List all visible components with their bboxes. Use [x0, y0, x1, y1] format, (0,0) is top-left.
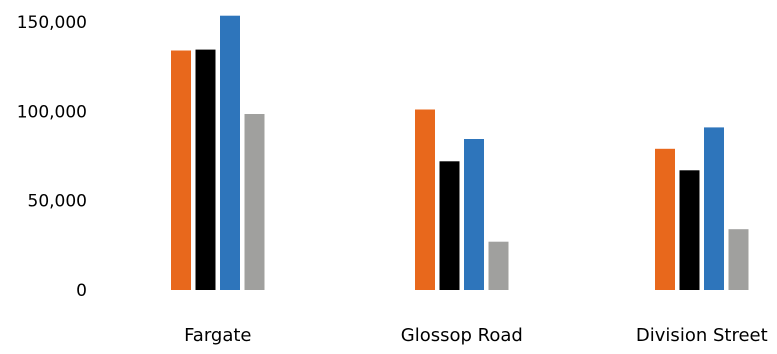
- y-tick-label: 100,000: [17, 102, 87, 122]
- bar-division-street-series-1: [655, 148, 675, 290]
- bar-division-street-series-4: [728, 229, 749, 290]
- bar-glossop-road-series-1: [415, 109, 435, 290]
- y-tick-label: 0: [76, 281, 87, 301]
- x-category-label: Fargate: [184, 325, 251, 346]
- x-category-label: Division Street: [636, 325, 768, 346]
- bar-glossop-road-series-4: [488, 241, 509, 290]
- bar-fargate-series-4: [244, 114, 265, 290]
- bar-fargate-series-1: [171, 50, 191, 290]
- y-tick-label: 150,000: [17, 13, 87, 33]
- x-axis: Fargate Glossop Road Division Street: [184, 325, 768, 346]
- bar-division-street-series-2: [679, 170, 700, 290]
- bar-glossop-road-series-3: [464, 139, 484, 290]
- y-axis: 0 50,000 100,000 150,000: [17, 13, 87, 301]
- bar-fargate-series-3: [220, 15, 240, 290]
- bar-fargate-series-2: [195, 49, 216, 290]
- bar-glossop-road-series-2: [439, 161, 460, 290]
- bars: [171, 15, 749, 291]
- y-tick-label: 50,000: [28, 192, 87, 212]
- bar-division-street-series-3: [704, 127, 724, 291]
- x-category-label: Glossop Road: [401, 325, 523, 346]
